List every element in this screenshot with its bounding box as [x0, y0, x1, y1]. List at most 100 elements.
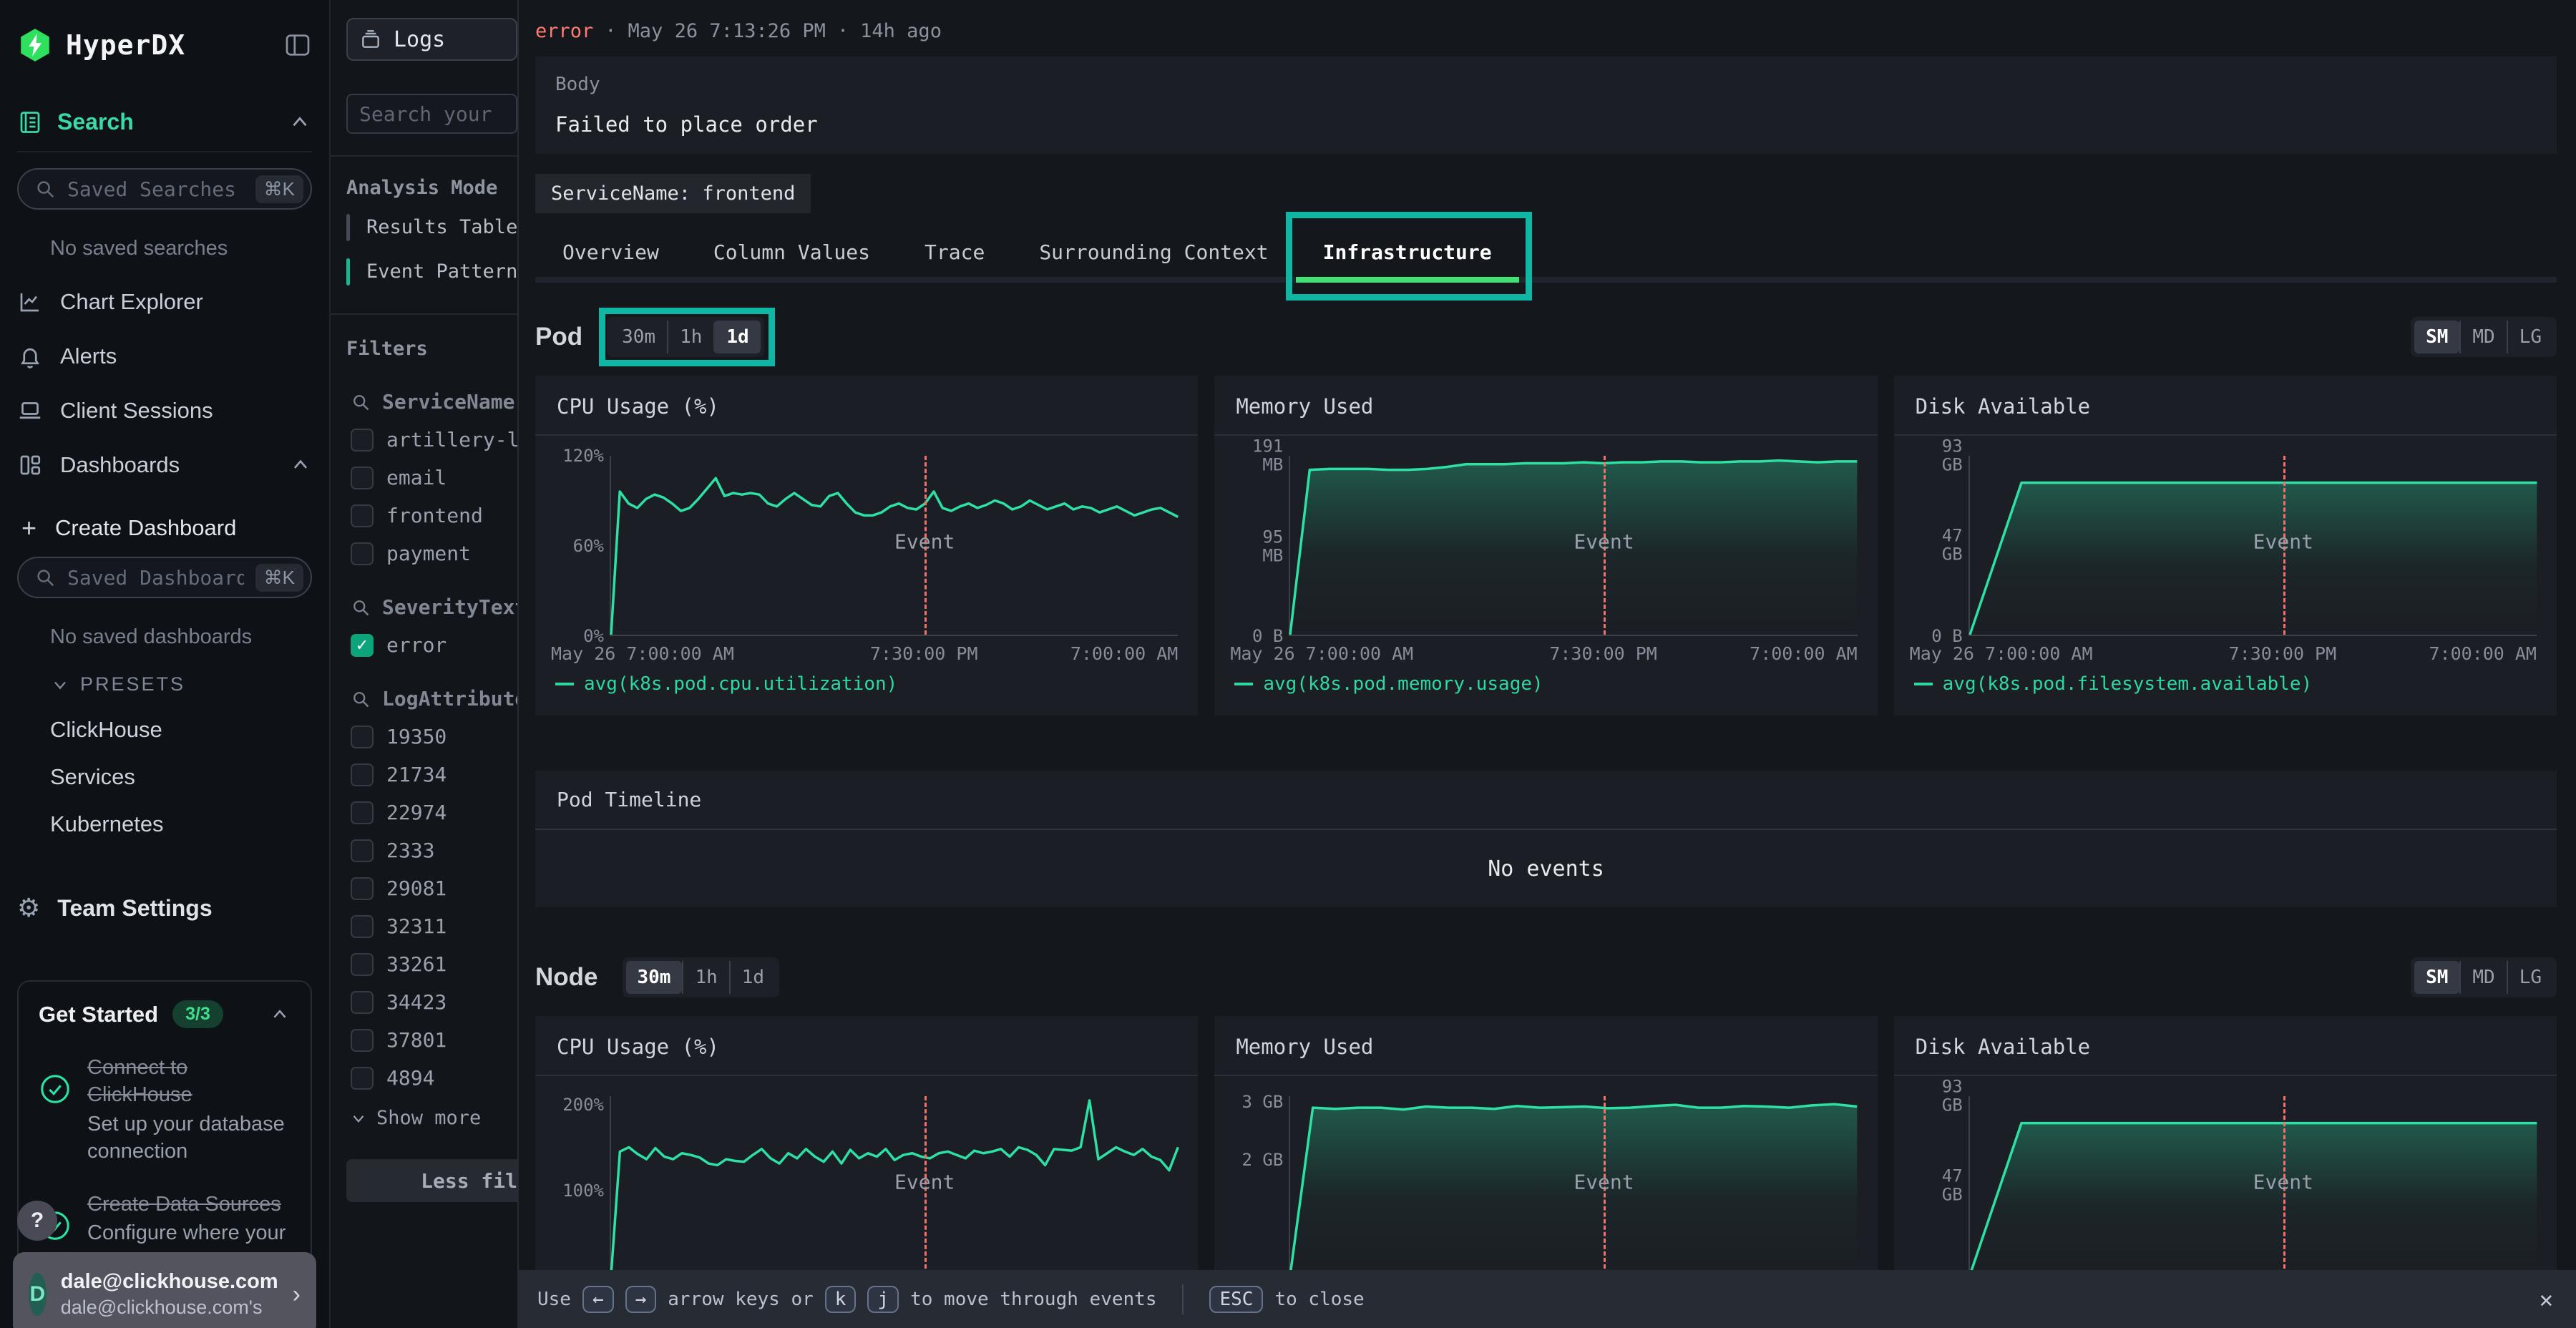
- range-1h[interactable]: 1h: [682, 961, 728, 994]
- checkbox[interactable]: ✓: [351, 429, 374, 451]
- checkbox[interactable]: ✓: [351, 726, 374, 748]
- user-menu[interactable]: D dale@clickhouse.com dale@clickhouse.co…: [13, 1252, 316, 1328]
- filter-option[interactable]: ✓ 29081: [346, 877, 517, 900]
- checkbox[interactable]: ✓: [351, 467, 374, 489]
- sidebar-item-search[interactable]: Search: [17, 109, 312, 152]
- plot-area[interactable]: Event: [610, 1096, 1178, 1276]
- plot-area[interactable]: Event: [1289, 456, 1857, 636]
- tab-column-values[interactable]: Column Values: [686, 232, 897, 277]
- journal-icon: [17, 109, 43, 135]
- presets-toggle[interactable]: PRESETS: [50, 673, 312, 695]
- filter-group-logattributes: LogAttributes: [346, 687, 517, 711]
- range-1h[interactable]: 1h: [667, 321, 713, 353]
- filter-option[interactable]: ✓ 34423: [346, 990, 517, 1014]
- saved-dashboards-input[interactable]: Saved Dashboards ⌘K: [17, 557, 312, 598]
- checkbox[interactable]: ✓: [351, 991, 374, 1014]
- create-dashboard-button[interactable]: + Create Dashboard: [17, 515, 312, 541]
- filter-option[interactable]: ✓ 2333: [346, 839, 517, 862]
- checkbox[interactable]: ✓: [351, 634, 374, 657]
- size-lg[interactable]: LG: [2507, 961, 2553, 994]
- chevron-up-icon[interactable]: [288, 110, 312, 135]
- plot-area[interactable]: Event: [1289, 1096, 1857, 1276]
- get-started-item[interactable]: Connect to ClickHouse Set up your databa…: [39, 1054, 291, 1165]
- plot-area[interactable]: Event: [1968, 1096, 2537, 1276]
- search-icon[interactable]: [351, 392, 371, 412]
- checkbox[interactable]: ✓: [351, 542, 374, 565]
- close-icon[interactable]: ✕: [2540, 1286, 2553, 1313]
- get-started-header[interactable]: Get Started 3/3: [39, 1000, 291, 1028]
- preset-clickhouse[interactable]: ClickHouse: [50, 717, 312, 743]
- help-button[interactable]: ?: [17, 1201, 57, 1241]
- mode-results-table[interactable]: Results Table: [346, 212, 517, 243]
- filter-option[interactable]: ✓ 33261: [346, 952, 517, 976]
- saved-searches-input[interactable]: Saved Searches ⌘K: [17, 168, 312, 210]
- range-30m[interactable]: 30m: [610, 321, 667, 353]
- filter-option[interactable]: ✓ 32311: [346, 914, 517, 938]
- tab-overview[interactable]: Overview: [535, 232, 686, 277]
- checkbox[interactable]: ✓: [351, 1067, 374, 1090]
- plot-area[interactable]: Event: [1968, 456, 2537, 636]
- preset-services[interactable]: Services: [50, 764, 312, 790]
- service-name-chip[interactable]: ServiceName: frontend: [535, 174, 811, 213]
- checkbox[interactable]: ✓: [351, 504, 374, 527]
- size-md[interactable]: MD: [2459, 321, 2506, 353]
- checkbox[interactable]: ✓: [351, 953, 374, 976]
- range-1d[interactable]: 1d: [729, 961, 776, 994]
- sidebar-item-team-settings[interactable]: ⚙ Team Settings: [17, 893, 312, 923]
- search-icon[interactable]: [351, 689, 371, 709]
- checkbox[interactable]: ✓: [351, 1029, 374, 1052]
- filter-option[interactable]: ✓ payment: [346, 542, 517, 565]
- filter-option[interactable]: ✓ artillery-loa: [346, 428, 517, 451]
- mode-event-patterns[interactable]: Event Patterns: [346, 256, 517, 288]
- checkbox[interactable]: ✓: [351, 801, 374, 824]
- filter-option[interactable]: ✓ error: [346, 633, 517, 657]
- dot-separator: ·: [605, 20, 616, 42]
- plot-area[interactable]: Event: [610, 456, 1178, 636]
- size-sm[interactable]: SM: [2414, 961, 2459, 994]
- legend-line: [1234, 683, 1253, 685]
- search-icon[interactable]: [351, 597, 371, 617]
- sidebar-item-dashboards[interactable]: Dashboards: [17, 452, 312, 478]
- filter-option[interactable]: ✓ frontend: [346, 504, 517, 527]
- preset-kubernetes[interactable]: Kubernetes: [50, 811, 312, 837]
- tab-surrounding-context[interactable]: Surrounding Context: [1012, 232, 1295, 277]
- event-search-input[interactable]: Search your ev: [346, 94, 517, 134]
- y-tick-label: 95 MB: [1231, 527, 1283, 565]
- size-md[interactable]: MD: [2459, 961, 2506, 994]
- filter-option[interactable]: ✓ email: [346, 466, 517, 489]
- less-filters-button[interactable]: Less fil: [346, 1159, 517, 1202]
- chevron-up-icon[interactable]: [289, 454, 312, 477]
- y-axis: 3 GB2 GB: [1231, 1096, 1289, 1276]
- source-select-value: Logs: [394, 27, 445, 52]
- filter-option[interactable]: ✓ 21734: [346, 763, 517, 786]
- show-more-button[interactable]: Show more: [346, 1107, 517, 1129]
- task-title: Create Data Sources: [87, 1191, 291, 1218]
- filter-option[interactable]: ✓ 19350: [346, 725, 517, 748]
- checkbox[interactable]: ✓: [351, 877, 374, 900]
- legend-line: [555, 683, 574, 685]
- range-30m[interactable]: 30m: [626, 961, 683, 994]
- tab-infrastructure[interactable]: Infrastructure: [1296, 232, 1519, 283]
- x-tick-label: May 26 7:00:00 AM: [1910, 643, 2093, 664]
- sidebar-item-alerts[interactable]: Alerts: [17, 343, 312, 369]
- filter-group-servicename: ServiceName: [346, 390, 517, 414]
- hint-text: Use: [537, 1289, 571, 1310]
- collapse-sidebar-icon[interactable]: [283, 31, 312, 59]
- size-lg[interactable]: LG: [2507, 321, 2553, 353]
- tab-trace[interactable]: Trace: [897, 232, 1012, 277]
- app-root: HyperDX Search Saved Searches ⌘K No save…: [0, 0, 2576, 1328]
- checkbox[interactable]: ✓: [351, 763, 374, 786]
- saved-dashboards-placeholder: Saved Dashboards: [67, 566, 244, 590]
- size-sm[interactable]: SM: [2414, 321, 2459, 353]
- checkbox[interactable]: ✓: [351, 839, 374, 862]
- filter-option[interactable]: ✓ 4894: [346, 1066, 517, 1090]
- filter-option-label: frontend: [386, 504, 483, 527]
- sidebar-item-chart-explorer[interactable]: Chart Explorer: [17, 289, 312, 315]
- range-1d[interactable]: 1d: [713, 321, 760, 353]
- filter-option[interactable]: ✓ 22974: [346, 801, 517, 824]
- sidebar-item-client-sessions[interactable]: Client Sessions: [17, 398, 312, 424]
- filter-option[interactable]: ✓ 37801: [346, 1028, 517, 1052]
- checkbox[interactable]: ✓: [351, 915, 374, 938]
- source-select[interactable]: Logs: [346, 18, 517, 61]
- chevron-up-icon[interactable]: [269, 1004, 291, 1025]
